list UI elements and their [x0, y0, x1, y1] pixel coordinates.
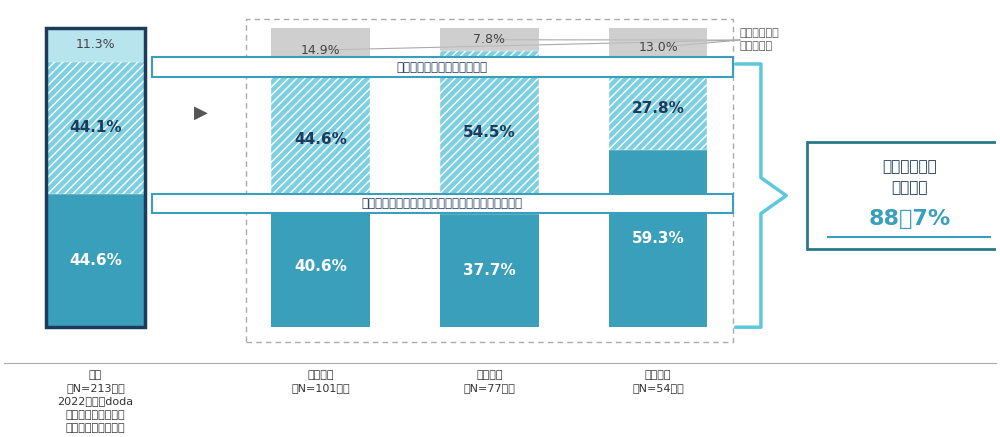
FancyBboxPatch shape: [807, 142, 1000, 250]
Text: 44.1%: 44.1%: [69, 120, 122, 135]
Bar: [609, 28, 707, 67]
Text: いずれも役立
たなかった: いずれも役立 たなかった: [740, 28, 780, 51]
Text: 40.6%: 40.6%: [294, 259, 347, 274]
Bar: [440, 52, 539, 215]
Text: 転職・就職活動中に役立った: 転職・就職活動中に役立った: [397, 61, 488, 73]
FancyBboxPatch shape: [152, 57, 733, 77]
Text: ▶: ▶: [194, 104, 208, 122]
Bar: [271, 28, 370, 73]
Text: 88．7%: 88．7%: [868, 209, 950, 229]
Text: 7.8%: 7.8%: [473, 33, 505, 46]
Text: 14.9%: 14.9%: [301, 44, 340, 56]
Bar: [271, 73, 370, 206]
Bar: [46, 62, 145, 194]
Text: 転職・就職活動中および現在の就業先でも役立った: 転職・就職活動中および現在の就業先でも役立った: [362, 197, 523, 210]
Bar: [46, 194, 145, 327]
Bar: [440, 52, 539, 215]
Text: 37.7%: 37.7%: [463, 264, 516, 278]
Bar: [440, 215, 539, 327]
Bar: [609, 150, 707, 327]
Text: 27.8%: 27.8%: [632, 101, 685, 116]
Text: 44.6%: 44.6%: [69, 253, 122, 268]
Text: 11.3%: 11.3%: [76, 38, 115, 52]
FancyBboxPatch shape: [152, 194, 733, 213]
Bar: [46, 28, 145, 62]
Text: 59.3%: 59.3%: [632, 231, 685, 246]
Bar: [440, 28, 539, 52]
Text: 転職・就職に
役立った: 転職・就職に 役立った: [882, 160, 937, 195]
Bar: [609, 67, 707, 150]
Text: 54.5%: 54.5%: [463, 125, 516, 140]
Text: 44.6%: 44.6%: [294, 132, 347, 146]
Bar: [46, 62, 145, 194]
Bar: [271, 206, 370, 327]
Bar: [271, 73, 370, 206]
Text: 13.0%: 13.0%: [638, 41, 678, 54]
Bar: [609, 67, 707, 150]
